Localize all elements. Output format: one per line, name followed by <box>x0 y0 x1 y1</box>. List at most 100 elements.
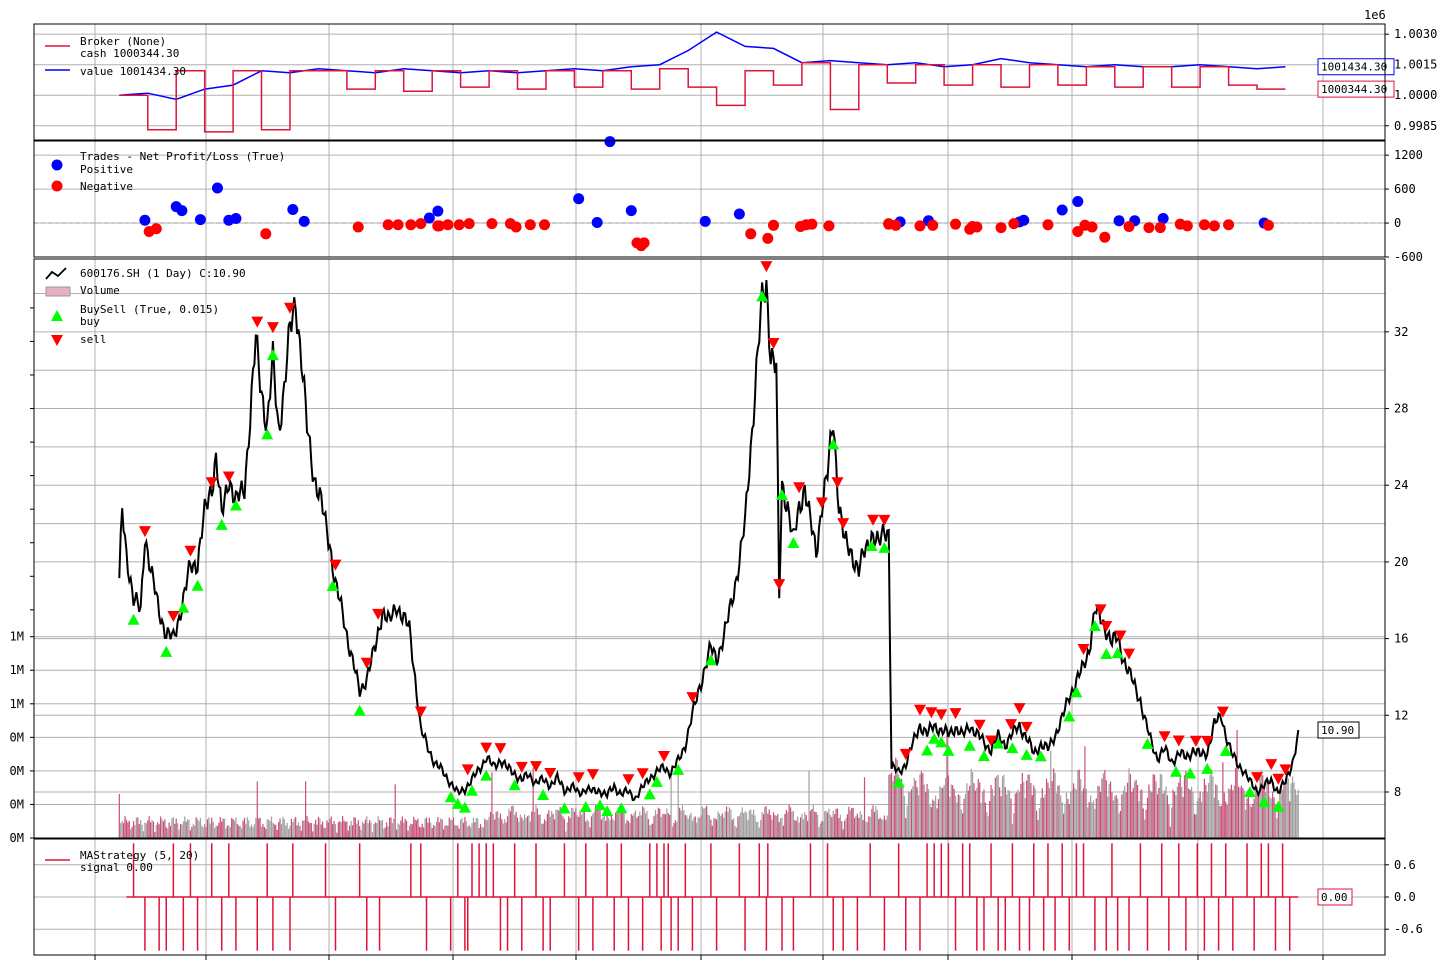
volume-bar <box>1209 774 1211 838</box>
volume-bar <box>292 821 294 838</box>
volume-bar <box>1196 801 1198 838</box>
volume-bar <box>376 823 378 838</box>
volume-bar <box>730 809 732 838</box>
volume-bar <box>871 808 873 838</box>
sell-marker <box>622 774 635 786</box>
volume-bar <box>326 820 328 838</box>
buy-marker <box>266 349 279 361</box>
volume-bar <box>1000 796 1002 838</box>
negative-trade-point <box>392 219 404 231</box>
sell-marker <box>1013 703 1026 715</box>
buy-marker <box>593 799 606 811</box>
volume-bar <box>546 813 548 838</box>
volume-bar <box>1199 791 1201 838</box>
negative-trade-point <box>762 232 774 244</box>
negative-trade-point <box>453 219 465 231</box>
buy-marker <box>177 601 190 613</box>
volume-bar <box>1172 789 1174 838</box>
sell-marker <box>360 657 373 669</box>
buy-marker <box>326 580 339 592</box>
volume-bar <box>919 774 921 838</box>
volume-bar <box>721 813 723 838</box>
volume-bar <box>929 804 931 838</box>
volume-bar <box>1057 785 1059 838</box>
volume-bar <box>649 825 651 838</box>
volume-bar <box>472 817 475 838</box>
volume-bar <box>657 807 659 838</box>
volume-bar <box>1010 798 1012 838</box>
legend-sell-label: sell <box>80 333 107 346</box>
volume-bar <box>774 815 776 838</box>
volume-bar <box>716 819 718 838</box>
volume-bar <box>580 814 583 838</box>
volume-bar <box>747 819 749 838</box>
volume-bar <box>423 827 425 838</box>
volume-bar <box>585 821 587 838</box>
negative-trade-point <box>432 220 444 232</box>
volume-bar <box>952 785 954 838</box>
volume-bar <box>875 806 877 838</box>
volume-bar <box>710 819 712 838</box>
volume-bar <box>167 828 169 838</box>
volume-bar <box>853 817 856 838</box>
volume-bar <box>1141 789 1143 838</box>
sell-marker <box>878 514 891 526</box>
volume-bar <box>1149 790 1151 838</box>
volume-bar <box>1071 790 1073 838</box>
volume-bar <box>768 809 770 838</box>
volume-bar <box>1028 774 1031 838</box>
volume-bar <box>491 772 493 838</box>
volume-bar <box>752 809 755 838</box>
buy-marker <box>672 763 685 775</box>
volume-bar <box>299 825 301 838</box>
volume-bar <box>1119 810 1122 838</box>
volume-bar <box>967 790 969 838</box>
volume-bar <box>1134 781 1136 838</box>
volume-bar <box>733 818 735 838</box>
volume-bar <box>287 828 290 838</box>
volume-bar <box>1289 801 1291 838</box>
volume-bar <box>899 779 901 838</box>
sell-marker <box>1077 643 1090 655</box>
volume-bar <box>1146 797 1149 838</box>
volume-bar <box>642 806 644 838</box>
volume-bar <box>474 822 476 838</box>
volume-bar <box>683 810 685 838</box>
trades-border <box>33 140 1386 258</box>
signal-last-label: 0.00 <box>1321 891 1348 904</box>
volume-bar <box>627 821 630 838</box>
volume-bar <box>1122 790 1124 838</box>
volume-bar <box>917 795 920 838</box>
volume-bar <box>1003 774 1005 838</box>
volume-bar <box>1060 795 1062 838</box>
sell-marker <box>515 761 528 773</box>
volume-bar <box>118 794 120 838</box>
buy-marker <box>865 539 878 551</box>
volume-bar <box>239 825 241 838</box>
volume-bar <box>915 780 917 838</box>
volume-bar <box>188 820 190 838</box>
volume-bar <box>420 827 422 838</box>
volume-bar <box>984 802 986 838</box>
volume-bar <box>272 822 274 838</box>
volume-bar <box>1031 795 1033 838</box>
volume-bar <box>791 811 793 838</box>
volume-bar <box>541 823 543 838</box>
sell-marker <box>1279 764 1292 776</box>
volume-bar <box>346 821 348 838</box>
volume-bar <box>1156 794 1159 838</box>
volume-bar <box>551 810 553 838</box>
volume-bar <box>249 826 251 838</box>
volume-bar <box>1219 806 1221 838</box>
volume-bar <box>268 819 270 838</box>
signal-last-label-box <box>1317 888 1353 906</box>
volume-bar <box>838 818 840 838</box>
volume-bar <box>570 807 573 838</box>
volume-bar <box>1159 773 1161 838</box>
sell-marker <box>167 611 180 623</box>
volume-bar <box>286 822 288 838</box>
volume-bar <box>242 820 244 838</box>
volume-bar <box>1220 805 1223 838</box>
volume-bar <box>690 812 692 838</box>
